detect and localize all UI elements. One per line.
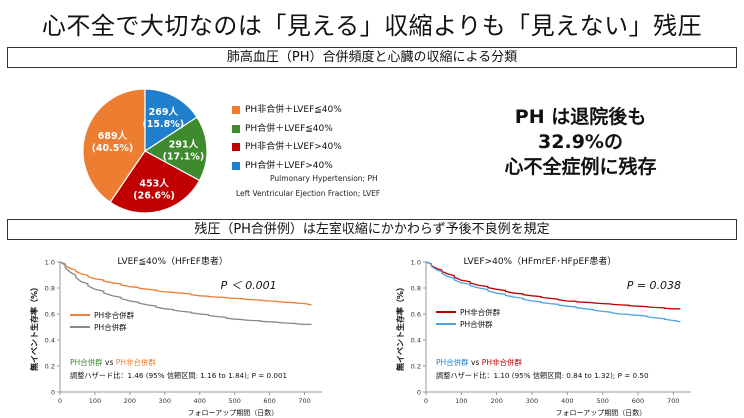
legend-item: PH非合併＋LVEF>40% [232, 138, 342, 157]
callout-line: 32.9%の [538, 131, 623, 153]
x-tick-label: 600 [632, 397, 644, 405]
survival-curve [59, 261, 312, 306]
pie-slice-count: 269人 [149, 106, 179, 118]
y-tick-label: 0 [51, 389, 55, 397]
legend-label: PH合併＋LVEF≦40% [245, 123, 333, 134]
survival-curve [425, 261, 681, 310]
km-chart-hfref: 0 0.2 0.4 0.6 0.8 1.0 0 100 200 300 400 500 600 700 無イ… [29, 255, 322, 416]
pie-slice [82, 88, 146, 204]
definition-ph: Pulmonary Hypertension; PH [270, 174, 378, 183]
legend-swatch [232, 106, 240, 115]
y-tick-label: 1.0 [45, 259, 55, 267]
legend-label: PH合併群 [460, 319, 493, 329]
hazard-ratio-text: 調整ハザード比：1.46 (95% 信頼区間: 1.16 to 1.84); P… [70, 371, 287, 380]
x-axis-label: フォローアップ期間（日数） [556, 408, 647, 416]
pie-slice-percent: (40.5%) [92, 143, 134, 154]
x-tick-label: 400 [561, 397, 573, 405]
y-tick-label: 0.4 [45, 337, 55, 345]
y-tick-label: 0.4 [411, 337, 421, 345]
y-tick-label: 0.2 [45, 363, 55, 371]
legend-item: PH合併＋LVEF≦40% [232, 120, 342, 139]
x-tick-label: 200 [124, 397, 136, 405]
legend-item: PH合併＋LVEF>40% [232, 157, 342, 176]
x-tick-label: 300 [159, 397, 171, 405]
p-value: P ＜ 0.001 [221, 279, 277, 292]
x-tick-label: 0 [424, 397, 428, 405]
x-tick-label: 400 [194, 397, 206, 405]
x-tick-label: 300 [526, 397, 538, 405]
legend-label: PH合併＋LVEF>40% [245, 160, 333, 171]
chart-title: LVEF≦40%（HFrEF患者） [117, 255, 227, 267]
y-tick-label: 0.8 [411, 285, 421, 293]
x-axis-label: フォローアップ期間（日数） [188, 408, 279, 416]
x-tick-label: 700 [298, 397, 310, 405]
comparison-b: PH非合併群 [482, 357, 523, 367]
x-tick-label: 700 [667, 397, 679, 405]
x-tick-label: 100 [89, 397, 101, 405]
pie-legend: PH非合併＋LVEF≦40% PH合併＋LVEF≦40% PH非合併＋LVEF>… [232, 101, 342, 175]
legend-swatch [232, 143, 240, 152]
chart-title: LVEF>40%（HFmrEF･HFpEF患者） [464, 255, 617, 267]
y-tick-label: 0.8 [45, 285, 55, 293]
pie-slice-count: 689人 [98, 130, 128, 142]
page-title: 心不全で大切なのは「見える」収縮よりも「見えない」残圧 [41, 12, 703, 40]
callout-line: 心不全症例に残存 [504, 156, 657, 178]
x-tick-label: 0 [58, 397, 62, 405]
legend-label: PH非合併＋LVEF≦40% [245, 105, 342, 115]
pie-slice-count: 453人 [139, 177, 169, 189]
y-tick-label: 0.6 [45, 311, 55, 319]
section-banner-classification: 肺高血圧（PH）合併頻度と心臓の収縮による分類 [7, 47, 737, 68]
y-axis-label: 無イベント生存率（%） [395, 283, 405, 371]
callout-line: PH は退院後も [514, 106, 647, 128]
pie-slice [144, 88, 198, 153]
y-tick-label: 0.2 [411, 363, 421, 371]
callout-text: PH は退院後も 32.9%の 心不全症例に残存 [478, 105, 683, 180]
legend-swatch [232, 124, 240, 133]
pie-slice [109, 150, 201, 214]
legend-item: PH非合併＋LVEF≦40% [232, 101, 342, 120]
y-tick-label: 0 [417, 389, 421, 397]
x-tick-label: 500 [228, 397, 240, 405]
x-tick-label: 100 [455, 397, 467, 405]
comparison-a: PH合併群 [70, 357, 103, 367]
comparison-a: PH合併群 [436, 357, 469, 367]
comparison-vs: vs [469, 358, 482, 367]
y-tick-label: 1.0 [411, 259, 421, 267]
pie-slice-percent: (15.8%) [142, 119, 184, 130]
abbreviation-definitions: Pulmonary Hypertension; PH Left Ventricu… [236, 171, 380, 201]
legend-label: PH合併群 [94, 322, 127, 332]
x-tick-label: 500 [596, 397, 608, 405]
survival-curve [425, 261, 681, 323]
hazard-ratio-text: 調整ハザード比：1.10 (95% 信頼区間: 0.84 to 1.32); P… [436, 371, 649, 380]
section-banner-prognosis: 残圧（PH合併例）は左室収縮にかかわらず予後不良例を規定 [7, 219, 737, 240]
pie-chart: 689人(40.5%) 291人(17.1%) 453人(26.6%) 269人(15… [82, 88, 208, 214]
definition-lvef: Left Ventricular Ejection Fraction; LVEF [236, 189, 381, 198]
comparison-vs: vs [103, 358, 116, 367]
x-tick-label: 600 [263, 397, 275, 405]
legend-label: PH非合併群 [94, 310, 135, 320]
comparison-text: PH合併群 vs PH非合併群 [436, 357, 522, 367]
pie-slice [143, 116, 208, 182]
pie-slice-percent: (17.1%) [163, 151, 205, 162]
km-chart-hfpef: 0 0.2 0.4 0.6 0.8 1.0 0 100 200 300 400 500 600 700 無イ… [395, 255, 691, 416]
comparison-text: PH合併群 vs PH非合併群 [70, 357, 156, 367]
legend-label: PH非合併＋LVEF>40% [245, 142, 342, 152]
comparison-b: PH非合併群 [116, 357, 157, 367]
legend-label: PH非合併群 [460, 307, 501, 317]
p-value: P = 0.038 [627, 279, 681, 292]
y-tick-label: 0.6 [411, 311, 421, 319]
pie-slice-percent: (26.6%) [133, 190, 175, 201]
pie-slice-count: 291人 [169, 138, 199, 150]
legend-swatch [232, 161, 240, 170]
x-tick-label: 200 [490, 397, 502, 405]
y-axis-label: 無イベント生存率（%） [29, 283, 39, 371]
survival-curve [59, 261, 312, 326]
